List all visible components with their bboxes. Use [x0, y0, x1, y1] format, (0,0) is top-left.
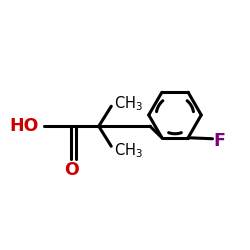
- Text: CH$_3$: CH$_3$: [114, 94, 143, 113]
- Text: CH$_3$: CH$_3$: [114, 141, 143, 160]
- Text: F: F: [214, 132, 226, 150]
- Text: HO: HO: [10, 117, 39, 135]
- Text: O: O: [64, 161, 78, 179]
